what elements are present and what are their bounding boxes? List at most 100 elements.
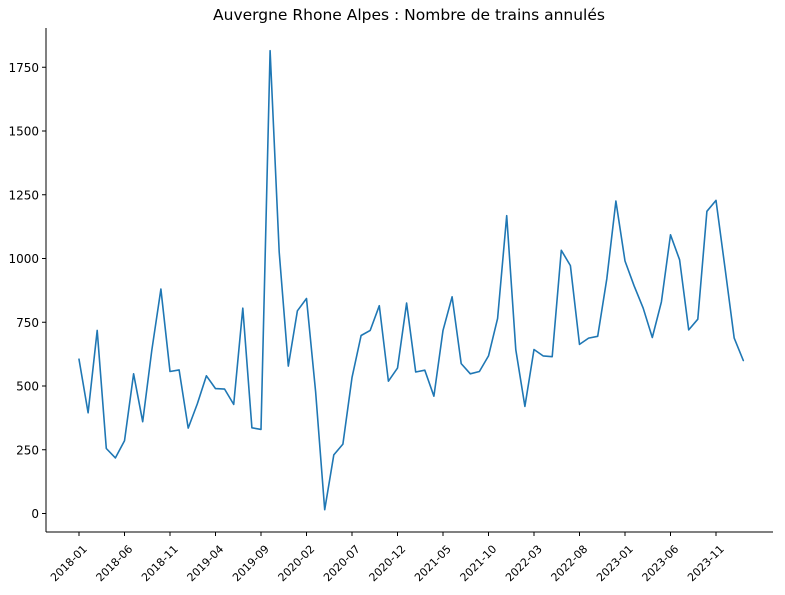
data-point <box>524 406 526 408</box>
x-tick-label: 2023-11 <box>685 543 727 585</box>
data-point <box>260 429 262 431</box>
data-point <box>588 337 590 339</box>
y-tick-label: 1250 <box>8 188 39 202</box>
data-point <box>115 457 117 459</box>
data-point <box>160 288 162 290</box>
data-point <box>442 330 444 332</box>
x-tick-label: 2018-06 <box>94 543 136 585</box>
y-tick-label: 750 <box>16 316 39 330</box>
x-tick-label: 2023-01 <box>594 543 636 585</box>
data-point <box>187 427 189 429</box>
data-point <box>679 259 681 261</box>
data-point <box>533 349 535 351</box>
data-point <box>224 388 226 390</box>
data-point <box>579 344 581 346</box>
data-point <box>78 358 80 360</box>
y-tick-label: 1500 <box>8 125 39 139</box>
data-point <box>133 373 135 375</box>
data-point <box>251 427 253 429</box>
data-point <box>460 363 462 365</box>
data-point <box>178 369 180 371</box>
data-point <box>542 355 544 357</box>
data-point <box>324 509 326 511</box>
data-point <box>278 251 280 253</box>
x-tick-label: 2019-04 <box>185 543 227 585</box>
data-point <box>652 337 654 339</box>
data-point <box>733 337 735 339</box>
data-point <box>388 380 390 382</box>
x-tick-label: 2020-02 <box>276 543 318 585</box>
data-point <box>297 310 299 312</box>
data-point <box>670 234 672 236</box>
data-point <box>142 421 144 423</box>
x-tick-label: 2020-12 <box>367 543 409 585</box>
data-point <box>570 265 572 267</box>
data-point <box>379 305 381 307</box>
y-tick-label: 500 <box>16 380 39 394</box>
chart-title: Auvergne Rhone Alpes : Nombre de trains … <box>213 6 605 24</box>
data-point <box>106 448 108 450</box>
x-axis: 2018-01 2018-06 2018-11 2019-04 2019-09 2020-… <box>46 531 773 585</box>
data-point <box>397 367 399 369</box>
data-point <box>406 302 408 304</box>
data-point <box>269 50 271 52</box>
data-point <box>96 330 98 332</box>
data-point <box>87 412 89 414</box>
x-tick-label: 2021-10 <box>458 543 500 585</box>
data-point <box>551 356 553 358</box>
y-tick-label: 1000 <box>8 252 39 266</box>
data-point <box>697 318 699 320</box>
y-tick-label: 0 <box>31 507 39 521</box>
data-point <box>360 335 362 337</box>
data-point <box>642 307 644 309</box>
data-point <box>351 377 353 379</box>
data-point <box>215 388 217 390</box>
data-point <box>724 268 726 270</box>
data-point <box>624 260 626 262</box>
data-point <box>197 403 199 405</box>
data-point <box>743 360 745 362</box>
data-point <box>515 349 517 351</box>
data-point <box>715 200 717 202</box>
data-point <box>615 200 617 202</box>
y-tick-label: 250 <box>16 443 39 457</box>
data-point <box>561 250 563 252</box>
data-point <box>597 336 599 338</box>
data-point <box>288 365 290 367</box>
data-point <box>233 404 235 406</box>
data-point <box>451 296 453 298</box>
data-point <box>206 375 208 377</box>
x-tick-label: 2022-08 <box>549 543 591 585</box>
x-tick-label: 2022-03 <box>503 543 545 585</box>
data-point <box>369 330 371 332</box>
data-point <box>315 391 317 393</box>
data-point <box>433 395 435 397</box>
data-point <box>306 298 308 300</box>
data-point <box>497 318 499 320</box>
data-point <box>470 373 472 375</box>
plot-area <box>78 49 745 511</box>
series-line <box>78 49 745 511</box>
y-axis: 0 250 500 750 1000 1250 1500 1750 <box>8 28 47 532</box>
y-tick-label: 1750 <box>8 61 39 75</box>
data-point <box>488 355 490 357</box>
data-point <box>242 307 244 309</box>
data-point <box>688 329 690 331</box>
data-point <box>706 211 708 213</box>
data-point <box>661 301 663 303</box>
x-tick-label: 2018-11 <box>139 543 181 585</box>
data-point <box>424 369 426 371</box>
data-point <box>506 215 508 217</box>
data-point <box>479 371 481 373</box>
x-tick-label: 2020-07 <box>321 543 363 585</box>
data-point <box>124 440 126 442</box>
data-point <box>342 443 344 445</box>
x-tick-label: 2019-09 <box>230 543 272 585</box>
data-point <box>333 454 335 456</box>
data-point <box>415 371 417 373</box>
x-tick-label: 2018-01 <box>48 543 90 585</box>
x-tick-label: 2021-05 <box>412 543 454 585</box>
data-point <box>633 285 635 287</box>
